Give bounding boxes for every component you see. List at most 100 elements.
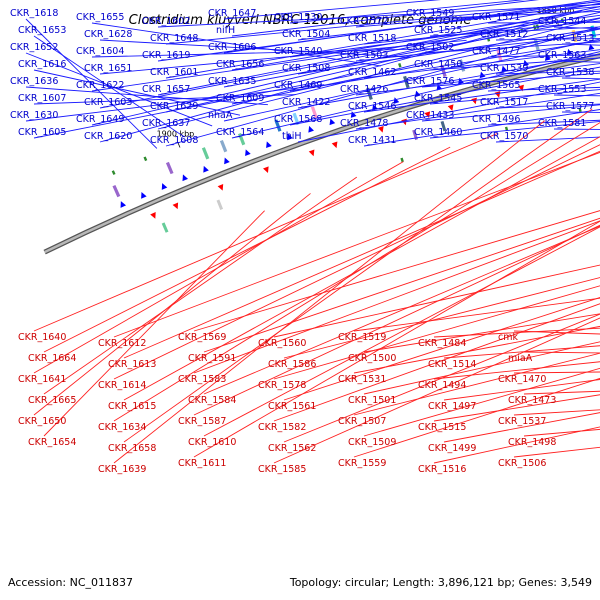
gene-label: CKR_1637 (142, 118, 190, 129)
leader-line (91, 31, 496, 92)
gene-label: CKR_1629 (150, 101, 198, 112)
leader-line (273, 285, 600, 380)
forward-gene-arrow (266, 141, 272, 149)
reverse-category-box (161, 222, 169, 233)
leader-line (353, 325, 600, 374)
gene-label: CKR_1559 (338, 458, 386, 469)
gene-label: CKR_1422 (282, 97, 330, 108)
gene-label: CKR_1657 (142, 84, 190, 95)
gene-label: CKR_1628 (84, 29, 132, 40)
leader-line (289, 0, 526, 24)
gene-label: CKR_1583 (178, 374, 226, 385)
forward-category-box (496, 48, 503, 62)
gene-label: CKR_1515 (418, 422, 466, 433)
leader-line (363, 78, 600, 113)
leader-line (203, 225, 600, 395)
gene-label: CKR_1635 (208, 76, 256, 87)
tick-label: 1900 kbp (157, 129, 195, 138)
gene-label: CKR_1519 (338, 332, 386, 343)
leader-line (355, 6, 600, 28)
gene-label: CKR_1656 (216, 59, 264, 70)
rna-mark (143, 156, 148, 162)
gene-label: CKR_1650 (18, 416, 66, 427)
gene-labels: CKR_1618 CKR_1653 CKR_1652 CKR_1616 CKR_1636… (10, 8, 594, 475)
leader-line (157, 6, 600, 96)
leader-line (203, 217, 600, 353)
leader-line (297, 3, 600, 41)
gene-label: CKR_1537 (498, 416, 546, 427)
gene-label: CKR_1426 (340, 84, 388, 95)
gene-label: CKR_1639 (98, 464, 146, 475)
forward-gene-arrow (245, 149, 251, 157)
gene-label: CKR_1581 (538, 118, 586, 129)
gene-label: CKR_1602 (142, 16, 190, 27)
gene-label: CKR_1470 (498, 374, 546, 385)
gene-label: CKR_1501 (348, 395, 396, 406)
forward-gene-arrow (393, 97, 400, 104)
leader-line (25, 52, 213, 127)
genome-backbone (43, 53, 600, 255)
leader-line (289, 40, 600, 92)
leader-line (43, 176, 358, 395)
gene-label: CKR_1544 (538, 16, 586, 27)
gene-label: CKR_1563 (538, 50, 586, 61)
gene-label: CKR_1610 (188, 437, 236, 448)
leader-line (283, 313, 600, 443)
leader-line (363, 109, 600, 147)
gene-label: CKR_1655 (76, 12, 124, 23)
leader-line (25, 18, 158, 149)
leader-line (363, 341, 600, 395)
gene-label: CKR_1431 (348, 135, 396, 146)
gene-label: CKR_1634 (98, 422, 146, 433)
leader-line (193, 220, 600, 374)
gene-label: thiH (282, 131, 302, 142)
gene-label: CKR_1503 (340, 50, 388, 61)
forward-gene-arrow (329, 118, 336, 126)
forward-category-box (403, 75, 410, 89)
leader-line (99, 24, 525, 109)
leader-line (193, 210, 600, 332)
leader-line (43, 146, 451, 353)
forward-category-box (201, 147, 210, 160)
reverse-gene-arrow (377, 125, 384, 133)
gene-label: CKR_1504 (282, 29, 330, 40)
leader-line (231, 28, 600, 105)
gene-label: CKR_1622 (76, 80, 124, 91)
gene-label: CKR_1605 (18, 127, 66, 138)
gene-label: CKR_1658 (108, 443, 156, 454)
reverse-category-box (440, 120, 447, 132)
leader-line (33, 69, 241, 116)
gene-label: CKR_1620 (84, 131, 132, 142)
leader-line (123, 108, 593, 443)
leader-line (353, 352, 600, 416)
gene-label: CKR_1571 (472, 12, 520, 23)
leader-line (165, 2, 600, 79)
leader-line (363, 49, 600, 79)
gene-label: CKR_1509 (348, 437, 396, 448)
leader-line (113, 122, 600, 422)
gene-label: CKR_1584 (188, 395, 236, 406)
gene-label: CKR_1546 (348, 101, 396, 112)
leader-line (91, 48, 438, 58)
gene-label: CKR_1608 (150, 135, 198, 146)
reverse-gene-arrow (263, 166, 269, 173)
gene-label: CKR_1450 (414, 59, 462, 70)
forward-gene-arrow (161, 183, 168, 190)
label-leader-lines (25, 0, 600, 464)
leader-line (223, 0, 600, 54)
gene-label: CKR_1494 (418, 380, 466, 391)
gene-label: CKR_1653 (18, 25, 66, 36)
leader-line (33, 74, 353, 139)
forward-gene-arrow (308, 125, 314, 133)
leader-line (33, 94, 296, 105)
gene-label: CKR_1560 (258, 338, 306, 349)
gene-label: nifH (216, 25, 235, 36)
forward-category-box (292, 112, 300, 126)
reverse-gene-arrow (494, 91, 501, 98)
gene-label: CKR_1572 (340, 16, 388, 27)
gene-label: CKR_1531 (338, 374, 386, 385)
gene-label: CKR_1578 (258, 380, 306, 391)
gene-label: CKR_1499 (428, 443, 476, 454)
leader-line (165, 11, 600, 113)
leader-line (223, 17, 600, 88)
